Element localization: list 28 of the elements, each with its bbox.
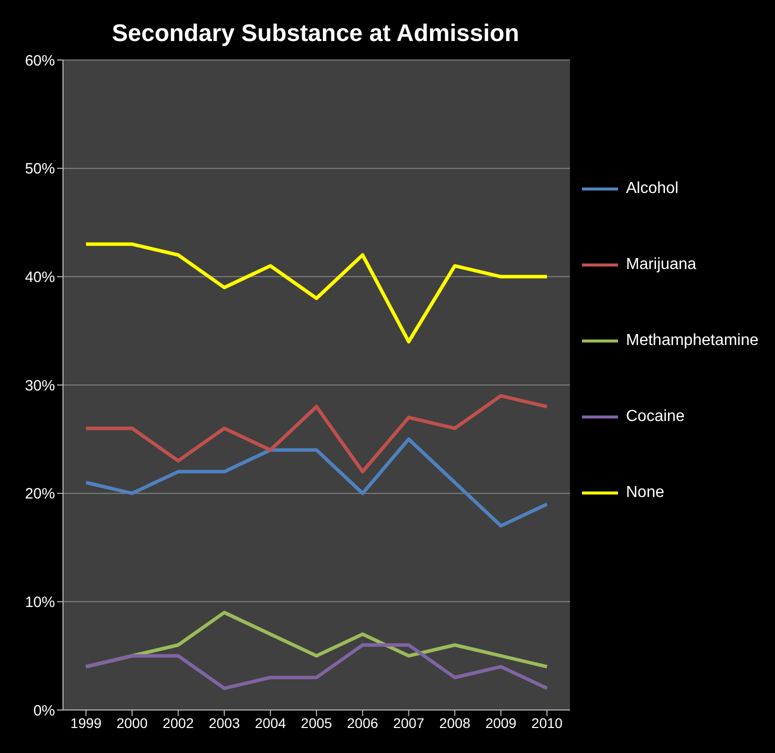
legend-label: Methamphetamine <box>626 332 759 350</box>
legend-label: None <box>626 484 664 502</box>
y-tick-label: 60% <box>24 52 55 70</box>
y-tick-label: 0% <box>33 702 55 720</box>
x-tick-label: 2006 <box>347 714 378 731</box>
line-series <box>84 242 549 344</box>
legend-label: Marijuana <box>626 256 696 274</box>
legend-label: Cocaine <box>626 408 685 426</box>
x-tick-label: 2007 <box>393 714 424 731</box>
y-tick-label: 40% <box>24 268 55 286</box>
x-tick-label: 2003 <box>208 714 240 731</box>
legend-label: Alcohol <box>626 180 678 198</box>
x-tick-label: 2009 <box>485 714 517 731</box>
line-series <box>84 437 549 528</box>
x-tick-label: 2010 <box>531 714 563 731</box>
x-tick-label: 2002 <box>162 714 194 731</box>
line-series <box>84 643 549 690</box>
x-tick-label: 1999 <box>70 714 102 731</box>
line-series <box>84 394 549 474</box>
x-tick-label: 2005 <box>300 714 332 731</box>
x-tick-label: 2000 <box>116 714 148 731</box>
y-tick-label: 30% <box>24 377 55 394</box>
y-tick-label: 10% <box>24 594 55 611</box>
x-tick-label: 2004 <box>254 714 286 731</box>
y-tick-label: 20% <box>24 486 55 503</box>
x-tick-label: 2008 <box>439 714 471 731</box>
chart-title: Secondary Substance at Admission <box>110 20 520 48</box>
y-tick-label: 50% <box>24 160 55 178</box>
